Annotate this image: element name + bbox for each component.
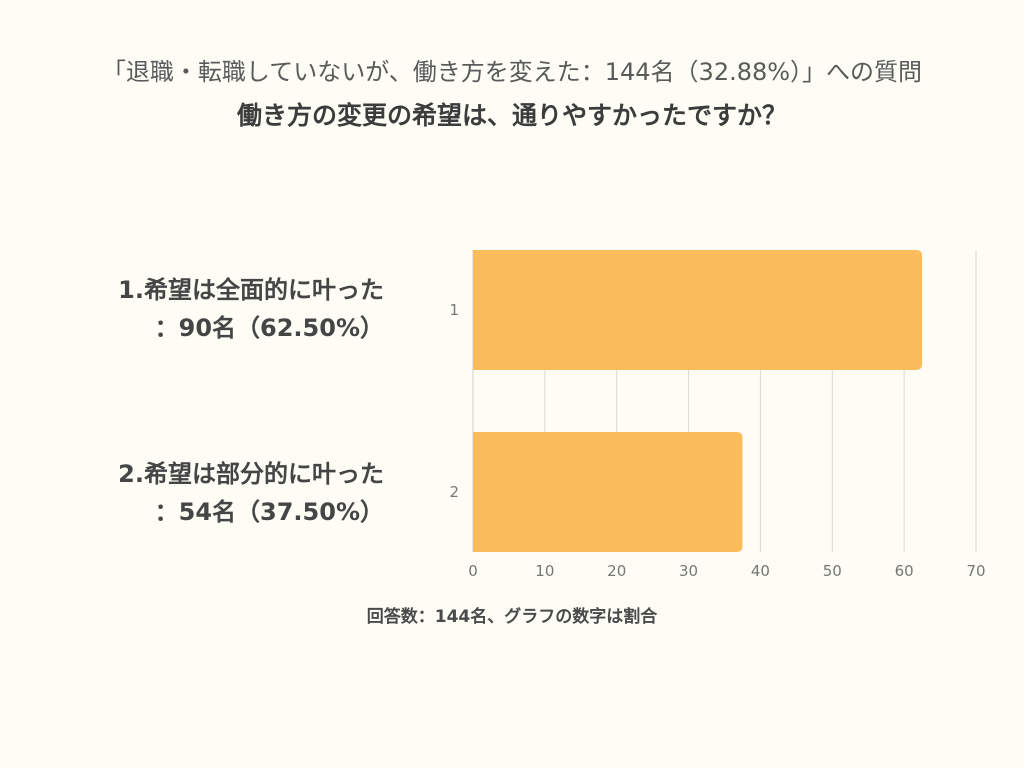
tick-layer: 0 10 20 30 40 50 60 70 1 2: [449, 301, 985, 580]
category-label-2: 2.希望は部分的に叶った ：54名（37.50%）: [4, 455, 384, 531]
x-tick-label-60: 60: [895, 562, 914, 580]
x-tick-label-70: 70: [966, 562, 985, 580]
bar-1: [473, 250, 923, 370]
category-label-1: 1.希望は全面的に叶った ：90名（62.50%）: [4, 271, 384, 347]
x-tick-label-40: 40: [751, 562, 770, 580]
category-label-2-line-2: ：54名（37.50%）: [154, 498, 384, 526]
y-tick-label-1: 1: [449, 301, 459, 319]
category-label-1-line-1: 1.希望は全面的に叶った: [118, 276, 384, 304]
chart-subtitle: 「退職・転職していないが、働き方を変えた：144名（32.88%）」への質問: [101, 58, 923, 86]
y-tick-label-2: 2: [449, 483, 459, 501]
x-tick-label-30: 30: [679, 562, 698, 580]
category-label-1-line-2: ：90名（62.50%）: [154, 314, 384, 342]
footnote: 回答数：144名、グラフの数字は割合: [366, 607, 658, 627]
x-tick-label-20: 20: [607, 562, 626, 580]
category-label-2-line-1: 2.希望は部分的に叶った: [118, 460, 384, 488]
bar-layer: [473, 250, 923, 552]
x-tick-label-10: 10: [535, 562, 554, 580]
x-tick-label-50: 50: [823, 562, 842, 580]
chart-title: 働き方の変更の希望は、通りやすかったですか？: [236, 101, 787, 130]
x-tick-label-0: 0: [468, 562, 478, 580]
bar-2: [473, 432, 743, 552]
